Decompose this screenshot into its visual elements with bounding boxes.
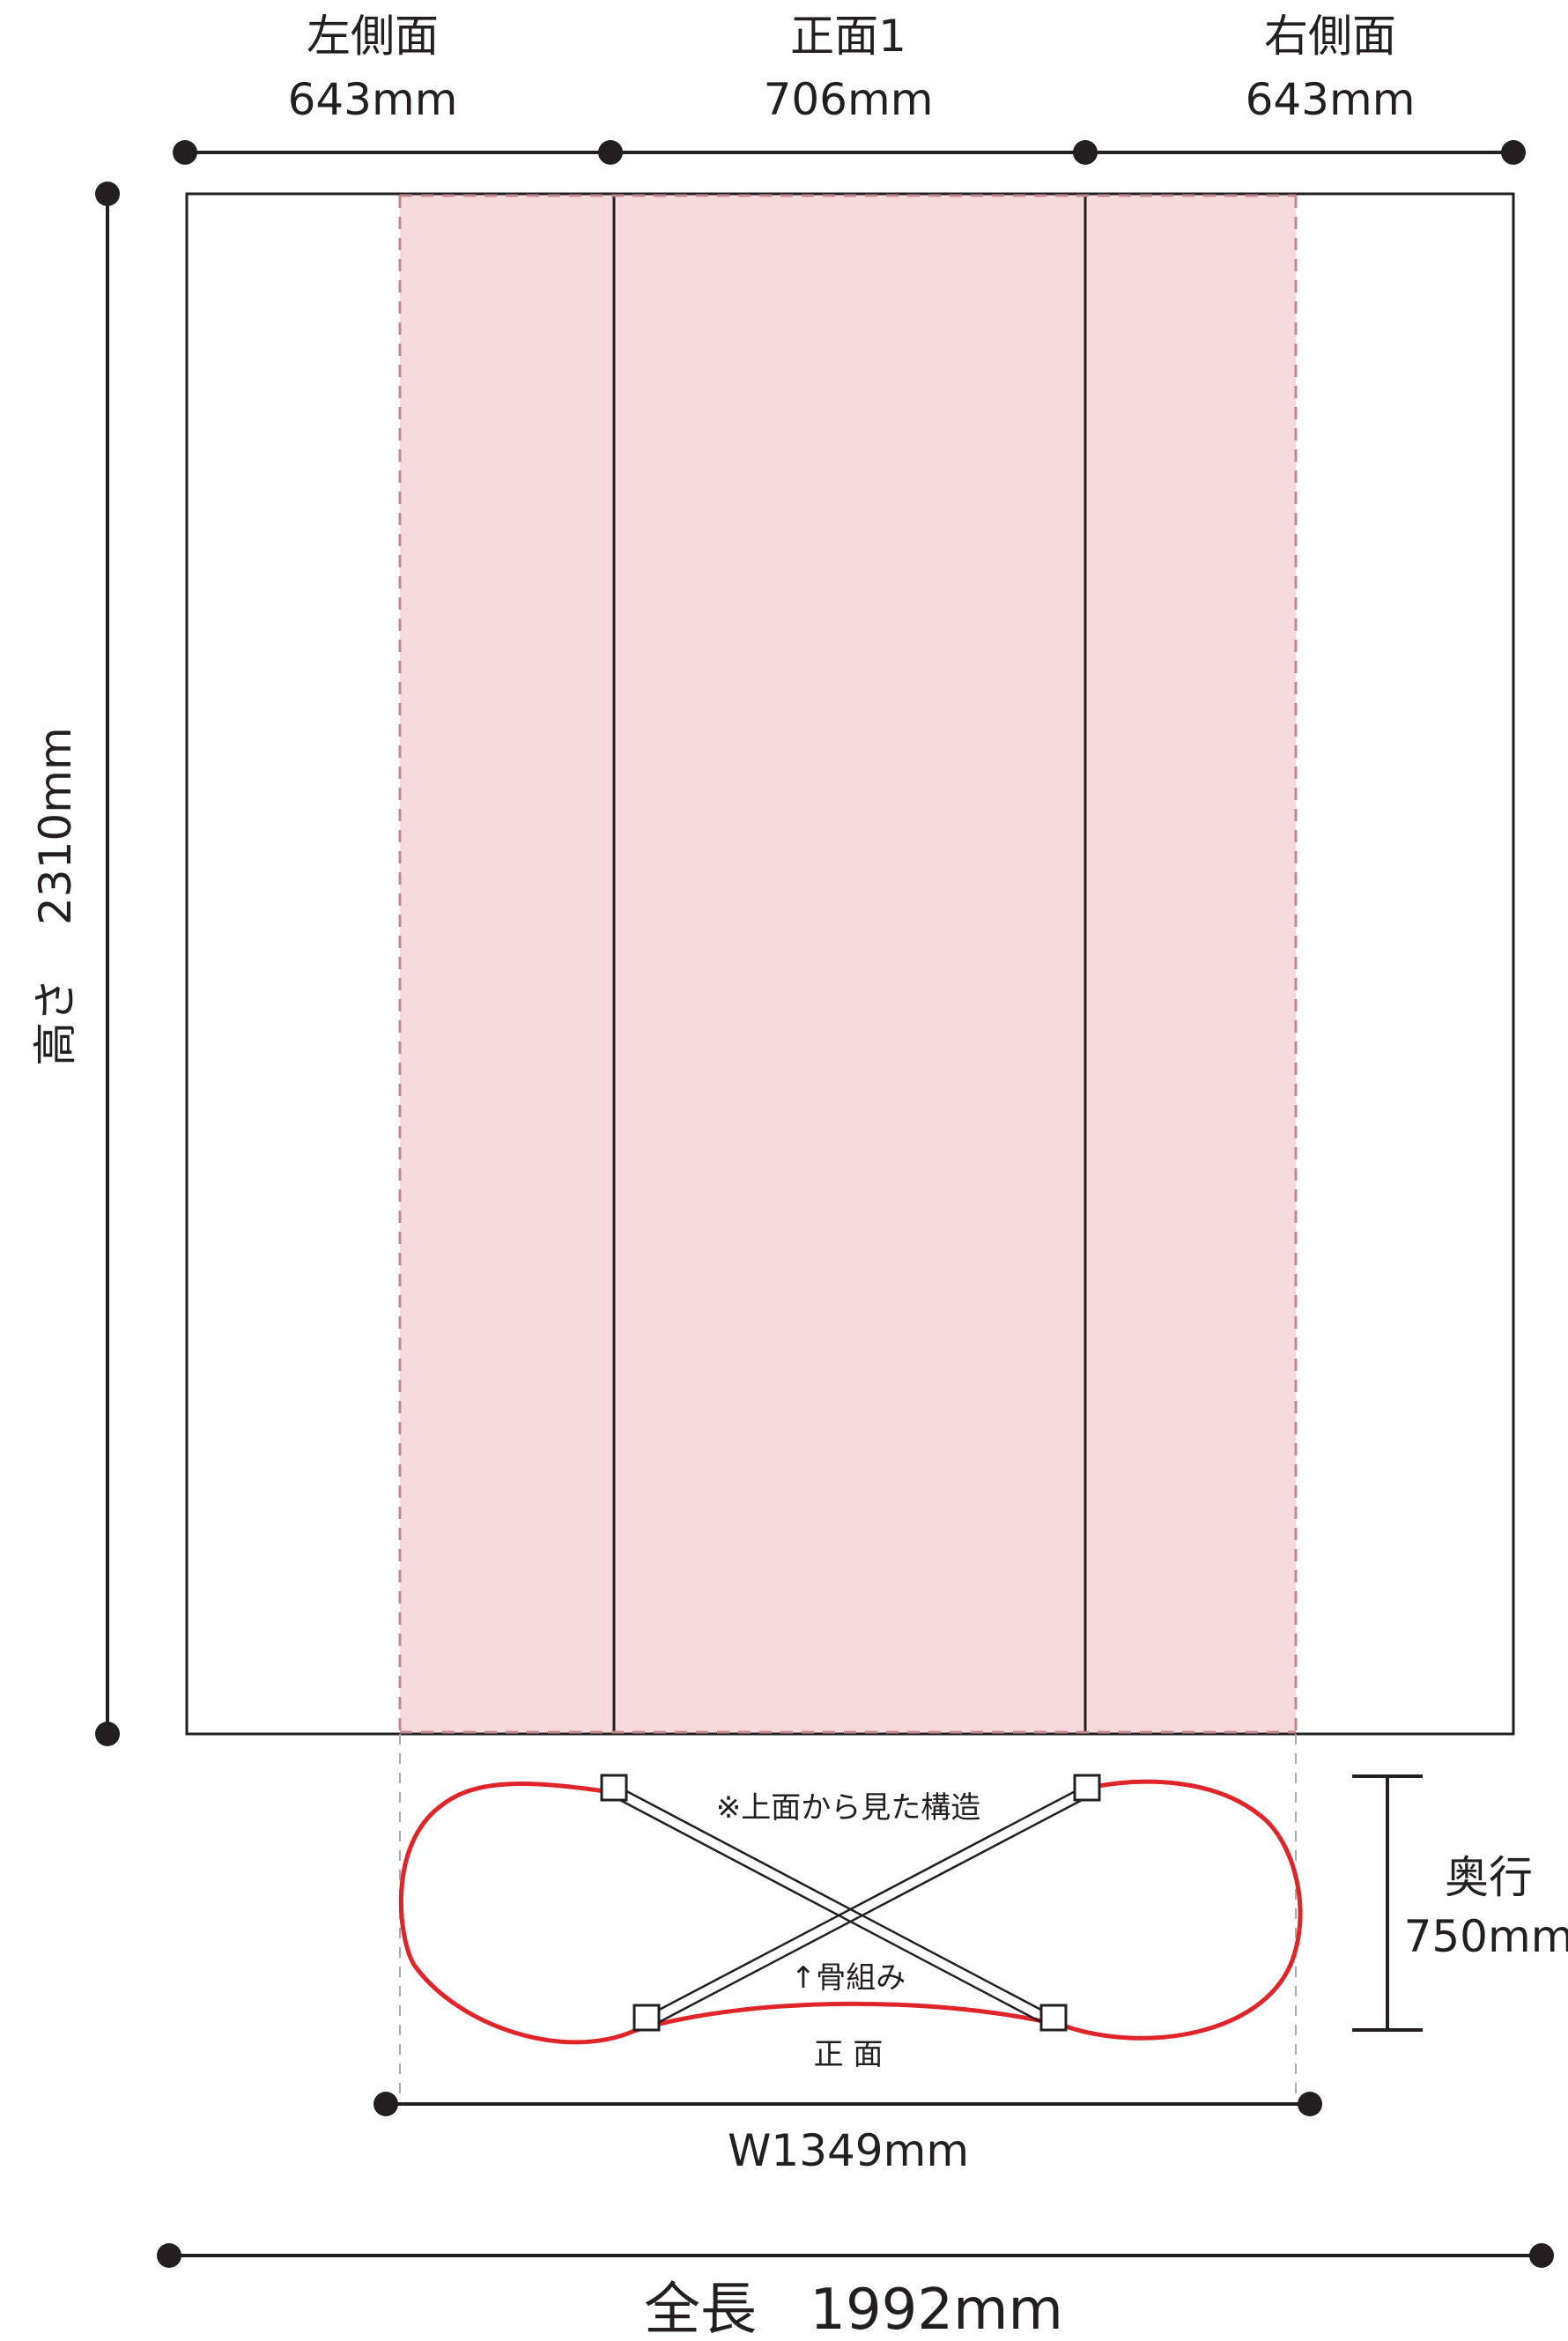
backdrop-panel-outline [185, 192, 1515, 1736]
frame-post [632, 2004, 661, 2032]
top-view-outline [398, 1779, 1303, 2045]
height-label-group: 高さ 2310mm [30, 727, 81, 1066]
left-side-label: 左側面 [307, 11, 439, 62]
width-dimension-line [374, 2092, 1322, 2116]
front-value: 706mm [764, 74, 934, 125]
total-length-label: 全長 [644, 2278, 757, 2341]
width-value: W1349mm [728, 2125, 969, 2176]
dimension-dot [95, 182, 120, 206]
dimension-dot [1073, 140, 1098, 165]
frame-posts [600, 1774, 1101, 2032]
dimension-dot [374, 2092, 398, 2116]
dimension-dot [598, 140, 623, 165]
visible-area-highlight [400, 194, 1296, 1734]
depth-value: 750mm [1404, 1911, 1568, 1962]
highlight-dashed-border [398, 194, 1298, 1734]
depth-dimension-bracket [1352, 1774, 1423, 2032]
dimension-dot [1529, 2243, 1554, 2268]
right-side-label: 右側面 [1264, 11, 1396, 62]
dimension-dot [157, 2243, 181, 2268]
dimension-dot [173, 140, 197, 165]
front-label: 正面1 [790, 11, 906, 62]
total-length-line [157, 2243, 1554, 2268]
depth-label: 奥行 [1445, 1852, 1533, 1903]
left-side-value: 643mm [288, 74, 458, 125]
total-length-value: 1992mm [810, 2278, 1063, 2341]
frame-post [1073, 1774, 1101, 1802]
frame-label: ↑骨組み [791, 1960, 906, 1996]
front-face-label: 正 面 [814, 2037, 884, 2072]
dimension-dot [1501, 140, 1526, 165]
top-view-note: ※上面から見た構造 [716, 1790, 981, 1826]
frame-cross [616, 1784, 1086, 2030]
dimension-dot [1298, 2092, 1322, 2116]
height-label: 高さ [30, 978, 81, 1066]
frame-post [1039, 2004, 1068, 2032]
right-side-value: 643mm [1246, 74, 1416, 125]
dimension-dot [95, 1722, 120, 1746]
height-dimension-line [95, 182, 120, 1746]
top-dimension-line [173, 140, 1526, 165]
frame-post [600, 1774, 628, 1802]
height-value: 2310mm [30, 727, 81, 925]
